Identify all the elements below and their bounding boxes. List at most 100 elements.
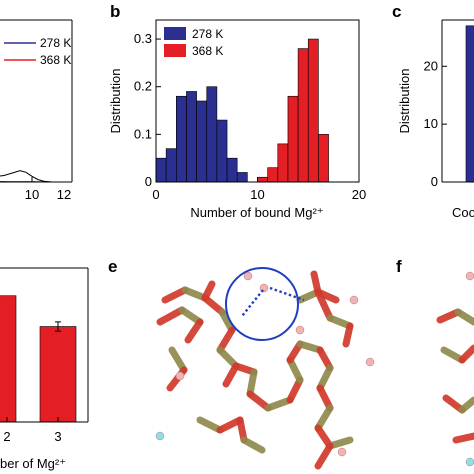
panel-e-highlight-circle xyxy=(225,267,299,341)
molecule-stick xyxy=(314,404,334,432)
panel-a-legend-label-278k: 278 K xyxy=(40,36,71,50)
ion-sphere xyxy=(365,357,375,367)
molecule-stick xyxy=(168,346,188,374)
panel-b-bar-278k xyxy=(186,91,197,183)
panel-b-bar-278k xyxy=(226,157,238,183)
panel-d-x-tick-label: 3 xyxy=(54,429,61,444)
molecule-stick xyxy=(201,294,226,316)
molecule-stick xyxy=(314,442,334,470)
ion-sphere xyxy=(243,271,253,281)
molecule-stick xyxy=(458,396,474,414)
panel-f-molecular-snapshot: f xyxy=(396,257,474,467)
panel-c-y-tick-label: 10 xyxy=(424,116,438,131)
molecule-stick xyxy=(286,376,304,404)
panel-b-x-tick-label: 10 xyxy=(250,187,264,202)
panel-a-x-tick-label: 12 xyxy=(57,187,71,202)
panel-b-y-tick-label: 0.2 xyxy=(134,79,152,94)
ion-sphere xyxy=(349,295,359,305)
molecule-stick xyxy=(452,432,474,444)
panel-c-x-axis-label: Coo xyxy=(452,205,474,220)
panel-c-bar-chart: c 0 10 20 Distribution Coo xyxy=(392,2,474,220)
molecule-stick xyxy=(178,306,204,326)
panel-b-legend-swatch-368k xyxy=(164,44,186,57)
panel-d-bars xyxy=(0,295,77,423)
panel-b-bar-368k xyxy=(277,143,289,183)
panel-d-x-axis-label: ber of Mg²⁺ xyxy=(0,456,66,471)
panel-e-coordination-bond-2 xyxy=(269,286,305,302)
ion-sphere xyxy=(337,447,347,457)
molecule-stick xyxy=(161,286,189,304)
panel-a-series-368k-line xyxy=(0,181,72,183)
panel-b-bar-278k xyxy=(236,172,248,183)
panel-b-bar-278k xyxy=(196,100,208,183)
panel-b-legend: 278 K 368 K xyxy=(164,27,223,58)
molecule-stick xyxy=(316,364,334,392)
molecule-stick xyxy=(156,306,186,326)
ion-sphere xyxy=(465,271,474,281)
molecule-stick xyxy=(181,286,209,302)
molecule-stick xyxy=(286,356,304,384)
panel-d-bar xyxy=(39,326,77,423)
panel-d-bar xyxy=(0,295,17,423)
panel-c-bar xyxy=(465,25,474,183)
panel-a-legend-label-368k: 368 K xyxy=(40,53,71,67)
panel-b-bar-278k xyxy=(155,157,167,183)
panel-b-x-tick-label: 0 xyxy=(152,187,159,202)
panel-b-bar-368k xyxy=(318,134,329,183)
panel-b-x-tick-label: 20 xyxy=(352,187,366,202)
ion-sphere xyxy=(295,325,305,335)
molecule-stick xyxy=(316,384,334,412)
panel-b-ticks: 0 10 20 0 0.1 0.2 0.3 xyxy=(134,31,366,202)
panel-f-ions xyxy=(465,271,474,467)
panel-b-legend-label-368k: 368 K xyxy=(192,44,223,58)
panel-e-coordination-bond-1 xyxy=(241,289,264,317)
ion-sphere xyxy=(175,371,185,381)
panel-b-bar-368k xyxy=(297,48,309,183)
molecule-stick xyxy=(458,344,474,364)
molecule-stick xyxy=(184,318,204,344)
panel-b-y-tick-label: 0 xyxy=(145,174,152,189)
panel-a-legend: 278 K 368 K xyxy=(4,36,71,67)
panel-b-y-axis-label: Distribution xyxy=(108,68,123,133)
panel-b-y-tick-label: 0.1 xyxy=(134,126,152,141)
molecule-stick xyxy=(240,436,266,454)
molecule-stick xyxy=(342,322,354,348)
ion-sphere xyxy=(155,431,165,441)
panel-e-ions xyxy=(155,271,375,457)
panel-b-bars xyxy=(155,38,329,183)
molecule-stick xyxy=(246,368,258,398)
panel-b-bar-278k xyxy=(206,86,218,183)
panel-e-molecular-snapshot: e xyxy=(108,257,375,470)
panel-b-y-tick-label: 0.3 xyxy=(134,31,152,46)
panel-b-x-axis-label: Number of bound Mg²⁺ xyxy=(190,205,323,220)
molecule-stick xyxy=(314,288,334,322)
ion-sphere xyxy=(465,457,474,467)
panel-c-letter: c xyxy=(392,2,401,21)
molecule-stick xyxy=(314,424,334,450)
panel-c-y-tick-label: 0 xyxy=(431,174,438,189)
molecule-stick xyxy=(264,396,294,412)
panel-b-bar-278k xyxy=(176,95,187,183)
panel-c-ticks: 0 10 20 xyxy=(424,58,447,189)
panel-a-line-chart: 10 12 278 K 368 K xyxy=(0,19,73,202)
molecule-stick xyxy=(246,390,272,412)
panel-b-bar-368k xyxy=(257,176,268,183)
panel-b-histogram: b 0 10 20 0 0.1 0.2 0.3 Distribution Number of… xyxy=(108,2,366,220)
panel-c-y-axis-label: Distribution xyxy=(397,68,412,133)
panel-b-bar-368k xyxy=(287,95,299,183)
molecule-stick xyxy=(196,416,224,434)
panel-e-letter: e xyxy=(108,257,117,276)
panel-e-backbone-sticks xyxy=(156,270,354,470)
molecule-stick xyxy=(216,346,240,370)
molecule-stick xyxy=(216,326,236,354)
panel-b-legend-swatch-278k xyxy=(164,27,186,40)
panel-b-bar-368k xyxy=(307,38,319,183)
panel-a-ticks: 10 12 xyxy=(25,177,73,202)
molecule-stick xyxy=(326,314,354,330)
panel-b-bar-278k xyxy=(216,119,228,183)
panel-d-x-tick-label: 2 xyxy=(3,429,10,444)
panel-b-letter: b xyxy=(110,2,120,21)
